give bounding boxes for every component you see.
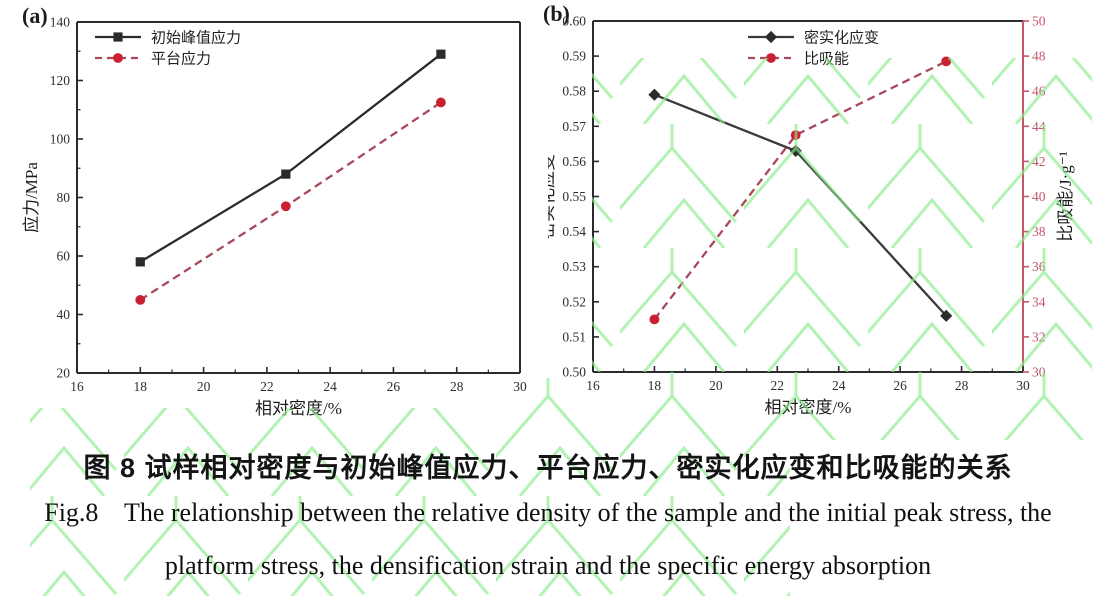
marker-circle: [435, 97, 446, 108]
marker-square: [113, 32, 123, 42]
chart-a-legend-label: 平台应力: [151, 50, 211, 68]
svg-text:26: 26: [387, 379, 401, 394]
caption-english-line2: platform stress, the densification strai…: [164, 551, 932, 580]
chart-b-xlabel: 相对密度/%: [765, 398, 852, 417]
svg-text:20: 20: [197, 379, 211, 394]
svg-text:28: 28: [955, 378, 969, 393]
svg-text:0.54: 0.54: [562, 224, 586, 239]
caption-english-line1: Fig.8 The relationship between the relat…: [44, 498, 1052, 527]
svg-text:26: 26: [893, 378, 907, 393]
svg-text:120: 120: [50, 73, 71, 88]
svg-text:24: 24: [832, 378, 846, 393]
svg-text:30: 30: [1032, 365, 1046, 380]
svg-text:24: 24: [323, 379, 337, 394]
svg-text:44: 44: [1032, 119, 1046, 134]
svg-text:0.50: 0.50: [562, 365, 586, 380]
svg-text:16: 16: [70, 379, 84, 394]
svg-text:0.55: 0.55: [562, 189, 586, 204]
svg-text:20: 20: [57, 366, 71, 381]
marker-circle: [135, 294, 146, 305]
marker-circle: [941, 56, 952, 67]
svg-text:0.52: 0.52: [562, 294, 586, 309]
svg-text:20: 20: [709, 378, 723, 393]
svg-text:36: 36: [1032, 259, 1046, 274]
marker-square: [281, 169, 291, 179]
svg-text:30: 30: [1016, 378, 1030, 393]
svg-text:0.56: 0.56: [562, 154, 586, 169]
svg-text:0.53: 0.53: [562, 259, 586, 274]
panel-label-b: (b): [543, 1, 570, 26]
marker-circle: [280, 201, 291, 212]
chart-b-strain-energy-vs-density: 16 18 20 22 24 26 28 30 0.50 0.51 0.52 0.53 0.54 0.55…: [548, 14, 1075, 418]
marker-circle: [649, 314, 660, 325]
svg-text:80: 80: [57, 190, 71, 205]
caption-chinese: 图 8 试样相对密度与初始峰值应力、平台应力、密实化应变和比吸能的关系: [83, 453, 1013, 483]
svg-text:18: 18: [648, 378, 662, 393]
svg-text:38: 38: [1032, 224, 1046, 239]
svg-text:0.57: 0.57: [562, 119, 586, 134]
svg-text:40: 40: [57, 307, 71, 322]
svg-text:46: 46: [1032, 84, 1046, 99]
chart-a-series-square: [135, 49, 446, 267]
chart-a-axes: 16 18 20 22 24 26 28 30 20 40 60 80 100 120 140 相对密度/% 应…: [22, 15, 527, 419]
marker-diamond: [648, 88, 661, 101]
chart-a-series-circle: [135, 97, 446, 305]
marker-diamond: [764, 30, 778, 44]
svg-text:30: 30: [513, 379, 527, 394]
chart-b-series-diamond: [648, 88, 953, 322]
svg-text:0.59: 0.59: [562, 49, 586, 64]
chart-b-series-circle: [649, 56, 952, 325]
svg-text:48: 48: [1032, 49, 1046, 64]
panel-label-a: (a): [22, 3, 48, 28]
marker-circle: [766, 53, 776, 63]
svg-text:50: 50: [1032, 14, 1046, 29]
svg-text:22: 22: [260, 379, 274, 394]
svg-text:0.51: 0.51: [562, 329, 586, 344]
chart-a-legend-label: 初始峰值应力: [151, 29, 241, 47]
svg-text:140: 140: [50, 15, 71, 30]
chart-b-axes: 16 18 20 22 24 26 28 30 0.50 0.51 0.52 0.53 0.54 0.55…: [548, 14, 1075, 418]
chart-a-stress-vs-density: 16 18 20 22 24 26 28 30 20 40 60 80 100 120 140 相对密度/% 应…: [22, 15, 527, 419]
marker-square: [135, 257, 145, 267]
chart-b-ylabel-right: 比吸能/J·g⁻¹: [1056, 151, 1075, 242]
svg-text:34: 34: [1032, 294, 1046, 309]
svg-text:42: 42: [1032, 154, 1046, 169]
chart-b-legend-label: 密实化应变: [804, 29, 879, 47]
marker-circle: [113, 53, 123, 63]
chart-b-ylabel: 密实化应变: [548, 154, 557, 239]
marker-circle: [790, 130, 801, 140]
chart-a-ylabel: 应力/MPa: [22, 162, 41, 233]
chart-b-legend-label: 比吸能: [804, 51, 849, 68]
chart-a-xlabel: 相对密度/%: [255, 399, 342, 418]
svg-text:100: 100: [50, 132, 71, 147]
marker-square: [436, 49, 446, 59]
svg-text:0.60: 0.60: [562, 14, 586, 29]
svg-text:28: 28: [450, 379, 464, 394]
svg-text:40: 40: [1032, 189, 1046, 204]
svg-text:32: 32: [1032, 329, 1046, 344]
svg-text:22: 22: [771, 378, 785, 393]
svg-text:18: 18: [134, 379, 148, 394]
svg-text:0.58: 0.58: [562, 84, 586, 99]
svg-text:60: 60: [57, 249, 71, 264]
svg-text:16: 16: [586, 378, 600, 393]
